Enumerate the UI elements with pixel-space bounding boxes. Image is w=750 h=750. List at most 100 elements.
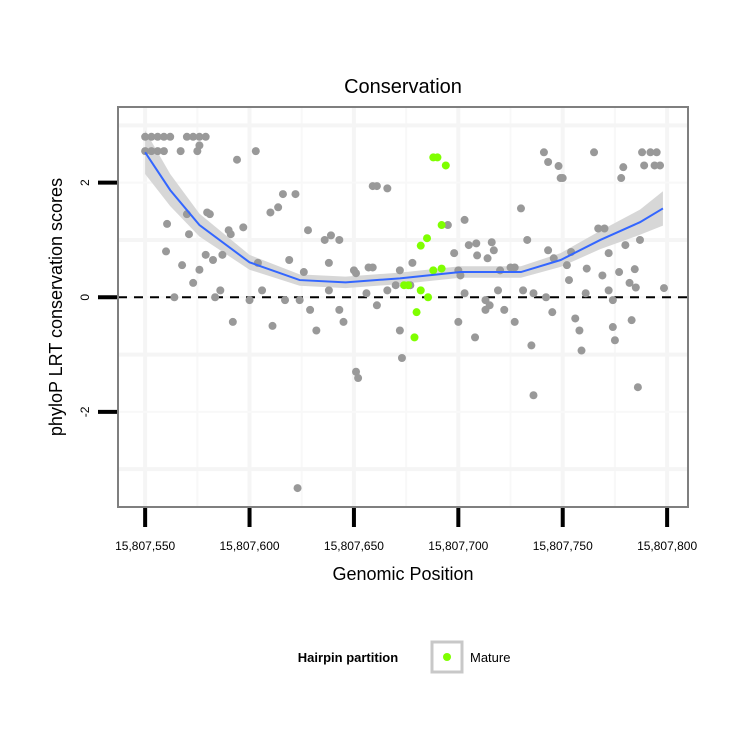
data-point-mature <box>416 241 425 250</box>
data-point-other <box>352 367 361 376</box>
data-point-other <box>527 341 536 350</box>
data-point-other <box>285 256 294 265</box>
data-point-other <box>209 256 217 265</box>
x-tick-label: 15,807,650 <box>324 539 384 553</box>
data-point-other <box>182 132 191 141</box>
data-point-other <box>604 249 613 258</box>
data-point-other <box>544 158 553 167</box>
data-point-mature <box>429 266 438 275</box>
data-point-other <box>510 317 519 326</box>
data-point-other <box>141 147 150 156</box>
data-point-other <box>178 261 187 270</box>
data-point-other <box>368 263 377 272</box>
smooth-curve <box>144 151 664 284</box>
axes: 15,807,550 15,807,600 15,807,650 15,807,700… <box>78 179 697 553</box>
data-point-other <box>539 148 548 157</box>
data-point-other <box>147 147 156 156</box>
data-point-other <box>496 266 505 275</box>
data-point-other <box>600 224 609 233</box>
data-point-other <box>245 296 254 305</box>
data-point-other <box>577 346 586 355</box>
data-point-other <box>320 235 329 244</box>
data-point-other <box>312 326 321 335</box>
data-point-other <box>291 190 300 199</box>
confidence-band-area <box>145 130 663 289</box>
data-point-other <box>630 265 639 274</box>
data-point-other <box>201 250 210 259</box>
data-point-other <box>471 333 480 342</box>
data-point-other <box>554 162 563 171</box>
data-point-other <box>556 174 565 183</box>
data-point-other <box>464 241 473 250</box>
data-point-other <box>216 286 225 295</box>
data-point-other <box>324 258 333 267</box>
data-point-other <box>542 293 551 302</box>
data-point-other <box>523 235 532 244</box>
data-point-other <box>218 250 227 259</box>
data-point-other <box>335 305 344 314</box>
data-point-other <box>391 281 400 290</box>
data-point-other <box>397 354 406 363</box>
data-point-other <box>575 326 584 335</box>
data-point-other <box>159 147 168 156</box>
data-point-other <box>324 286 333 295</box>
data-point-other <box>456 271 465 280</box>
data-point-mature <box>410 333 419 342</box>
data-point-other <box>564 276 573 285</box>
data-point-other <box>510 263 519 272</box>
data-point-other <box>487 238 496 247</box>
data-point-other <box>372 301 381 310</box>
data-point-other <box>304 226 312 235</box>
data-point-other <box>141 132 150 141</box>
data-point-other <box>395 266 404 275</box>
x-tick-label: 15,807,600 <box>220 539 280 553</box>
y-tick-label: -2 <box>78 406 92 417</box>
data-point-other <box>627 316 636 325</box>
data-point-other <box>339 317 348 326</box>
data-point-other <box>195 141 204 150</box>
legend-title: Hairpin partition <box>298 650 398 665</box>
data-point-other <box>659 284 668 293</box>
y-tick-label: 2 <box>78 179 92 186</box>
legend-key-dot <box>443 653 451 661</box>
data-point-other <box>352 269 361 278</box>
data-point-other <box>635 235 644 244</box>
data-point-other <box>293 484 302 493</box>
data-point-other <box>489 246 498 255</box>
data-point-other <box>608 323 617 332</box>
data-point-other <box>529 289 538 298</box>
x-tick-label: 15,807,700 <box>428 539 488 553</box>
data-point-other <box>590 148 599 157</box>
data-point-other <box>295 296 304 305</box>
data-point-other <box>408 258 417 267</box>
smooth-line <box>144 151 664 284</box>
data-point-other <box>617 174 626 183</box>
data-point-other <box>454 317 463 326</box>
data-point-other <box>299 268 308 277</box>
data-point-other <box>153 147 162 156</box>
data-point-mature <box>437 264 446 273</box>
data-point-other <box>472 239 481 248</box>
data-point-other <box>306 305 315 314</box>
data-point-other <box>233 155 242 164</box>
data-point-other <box>189 132 198 141</box>
data-point-other <box>383 184 392 193</box>
data-point-other <box>278 190 287 199</box>
data-point-other <box>326 231 335 240</box>
data-point-other <box>549 254 558 263</box>
data-point-other <box>582 264 591 273</box>
data-point-other <box>251 147 260 156</box>
x-tick-label: 15,807,800 <box>637 539 697 553</box>
points <box>141 132 668 493</box>
data-point-other <box>163 219 172 228</box>
data-point-other <box>176 147 185 156</box>
legend-label-mature: Mature <box>470 650 510 665</box>
data-point-other <box>268 321 277 330</box>
data-point-other <box>159 132 168 141</box>
data-point-mature <box>400 281 409 290</box>
data-point-other <box>646 148 655 157</box>
data-point-other <box>529 391 538 400</box>
data-point-other <box>598 271 607 280</box>
data-point-other <box>460 289 469 298</box>
x-tick-label: 15,807,750 <box>533 539 593 553</box>
